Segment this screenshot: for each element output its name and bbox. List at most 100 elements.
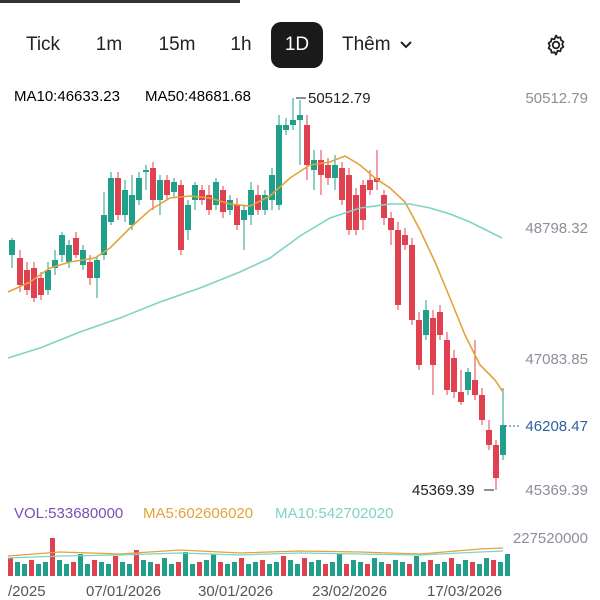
volume-bar — [309, 562, 314, 576]
tab-15m[interactable]: 15m — [158, 34, 196, 55]
tab-1m[interactable]: 1m — [95, 34, 123, 55]
more-label: Thêm — [342, 34, 391, 55]
candle-body — [206, 195, 212, 210]
volume-ma5-line — [7, 547, 504, 557]
date-label: 23/02/2026 — [312, 583, 388, 600]
volume-bar — [190, 564, 195, 576]
volume-bar — [239, 558, 244, 576]
candle-body — [318, 160, 324, 175]
candle-body — [297, 115, 303, 120]
candle-body — [52, 260, 58, 268]
volume-bar — [92, 560, 97, 576]
volume-bar — [253, 562, 258, 576]
volume-bar — [267, 564, 272, 576]
volume-bar — [169, 564, 174, 576]
candle-body — [409, 245, 415, 320]
candle-body — [101, 215, 107, 255]
candle-body — [381, 195, 387, 218]
candle-body — [17, 258, 23, 285]
volume-bar — [260, 560, 265, 576]
candle-body — [73, 238, 79, 255]
candle-body — [423, 310, 429, 335]
volume-legend: VOL:533680000 — [14, 505, 124, 522]
candle-body — [213, 182, 219, 205]
candle-body — [234, 205, 240, 225]
candle-body — [94, 260, 100, 278]
gear-icon[interactable] — [544, 33, 568, 57]
candle-body — [220, 190, 226, 212]
volume-bar — [316, 560, 321, 576]
candle-body — [437, 312, 443, 335]
volume-bar — [15, 562, 20, 576]
volume-bar — [351, 560, 356, 576]
tab-1d[interactable]: 1D — [271, 22, 323, 68]
volume-bar — [498, 562, 503, 576]
candle-body — [24, 270, 30, 290]
volume-bar — [225, 564, 230, 576]
candle-body — [479, 395, 485, 420]
candle-body — [45, 270, 51, 290]
volume-bar — [106, 564, 111, 576]
candle-body — [290, 120, 296, 125]
candle-body — [164, 180, 170, 195]
volume-bar — [162, 558, 167, 576]
volume-bar — [484, 558, 489, 576]
volume-bar — [85, 564, 90, 576]
date-label: 07/01/2026 — [86, 583, 162, 600]
volume-bar — [22, 564, 27, 576]
candle-body — [199, 190, 205, 200]
high-annotation: 50512.79 — [308, 90, 371, 107]
candle-body — [269, 175, 275, 200]
volume-ma10-line — [7, 550, 504, 559]
volume-bar — [127, 564, 132, 576]
volume-bar — [148, 562, 153, 576]
candle-body — [430, 318, 436, 365]
volume-bar — [386, 564, 391, 576]
volume-bar — [470, 562, 475, 576]
more-timeframes-button[interactable]: Thêm — [342, 22, 412, 68]
volume-bar — [211, 554, 216, 576]
candle-body — [283, 125, 289, 130]
candle-body — [360, 185, 366, 220]
volume-bar — [379, 562, 384, 576]
volume-bar — [344, 564, 349, 576]
volume-bar — [295, 564, 300, 576]
date-label: 30/01/2026 — [198, 583, 274, 600]
volume-bar — [288, 560, 293, 576]
price-axis-label: 45369.39 — [525, 482, 588, 499]
candle-body — [402, 235, 408, 245]
candle-body — [395, 230, 401, 305]
volume-bar — [8, 558, 13, 576]
candle-body — [367, 180, 373, 190]
volume-ma10-legend: MA10:542702020 — [275, 505, 394, 522]
volume-bar — [78, 554, 83, 576]
candle-body — [59, 235, 65, 255]
volume-bar — [456, 564, 461, 576]
volume-bar — [337, 554, 342, 576]
ma50-legend: MA50:48681.68 — [145, 88, 251, 105]
volume-bar — [281, 556, 286, 576]
volume-bar — [134, 550, 139, 576]
volume-bar — [113, 556, 118, 576]
current-price-label: 46208.47 — [525, 418, 588, 435]
volume-bar — [232, 562, 237, 576]
tab-1h[interactable]: 1h — [230, 34, 252, 55]
volume-bar — [372, 558, 377, 576]
candle-body — [115, 178, 121, 215]
candle-body — [192, 185, 198, 200]
candle-body — [493, 445, 499, 478]
price-axis-label: 47083.85 — [525, 351, 588, 368]
volume-bar — [428, 560, 433, 576]
candle-body — [486, 430, 492, 445]
candle-body — [108, 178, 114, 222]
volume-bar — [246, 564, 251, 576]
volume-bar — [365, 564, 370, 576]
candle-body — [262, 195, 268, 210]
tab-tick[interactable]: Tick — [25, 34, 61, 55]
candle-body — [129, 195, 135, 225]
timeframe-tabs: Tick 1m 15m 1h 1D Thêm — [0, 22, 600, 68]
price-axis-label: 50512.79 — [525, 90, 588, 107]
volume-bar — [120, 562, 125, 576]
price-axis-label: 48798.32 — [525, 220, 588, 237]
